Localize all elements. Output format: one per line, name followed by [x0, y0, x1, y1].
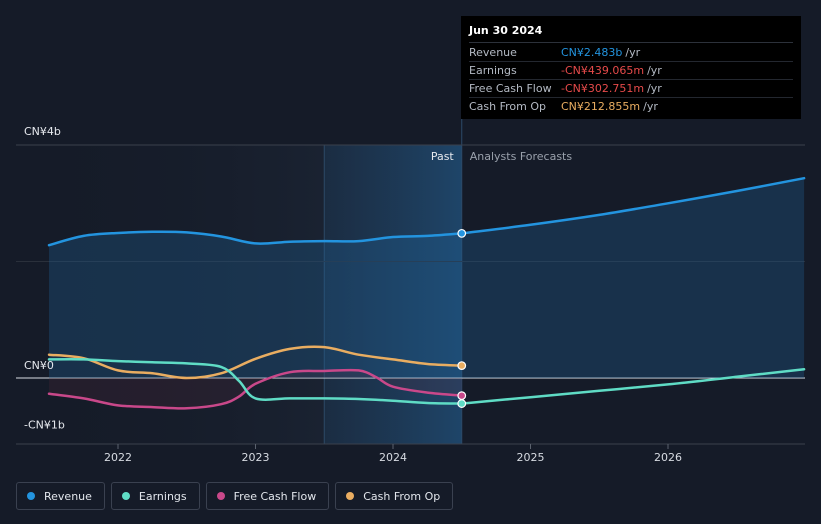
- tooltip-date: Jun 30 2024: [469, 24, 793, 43]
- past-label: Past: [431, 150, 455, 163]
- tooltip-row-free-cash-flow: Free Cash Flow -CN¥302.751m /yr: [469, 80, 793, 98]
- legend-label: Cash From Op: [363, 489, 441, 503]
- earnings-marker: [457, 399, 467, 408]
- free-cash-flow-line: [47, 368, 464, 410]
- y-axis-label: CN¥4b: [24, 125, 61, 138]
- tooltip-label: Revenue: [469, 46, 517, 59]
- tooltip-row-cash-from-op: Cash From Op CN¥212.855m /yr: [469, 98, 793, 115]
- y-axis-label: -CN¥1b: [24, 418, 65, 431]
- revenue-forecast-line: [460, 176, 806, 235]
- legend-dot-icon: [121, 492, 130, 500]
- legend-label: Revenue: [44, 489, 92, 503]
- tooltip-value: -CN¥439.065m: [561, 64, 645, 77]
- tooltip-row-revenue: Revenue CN¥2.483b /yr: [469, 44, 793, 62]
- legend-label: Earnings: [138, 489, 187, 503]
- legend-dot-icon: [216, 492, 225, 500]
- revenue-area: [49, 178, 805, 378]
- legend: Revenue Earnings Free Cash Flow Cash Fro…: [16, 482, 454, 510]
- tooltip-value: -CN¥302.751m: [561, 82, 645, 95]
- x-tick-label: 2026: [654, 451, 682, 464]
- tooltip-value: CN¥2.483b: [561, 46, 623, 59]
- legend-item-free-cash-flow[interactable]: Free Cash Flow: [205, 482, 330, 510]
- legend-dot-icon: [27, 492, 35, 500]
- x-tick-label: 2022: [104, 451, 132, 464]
- revenue-marker: [457, 228, 467, 238]
- tooltip-unit: /yr: [643, 100, 658, 113]
- legend-dot-icon: [346, 492, 355, 500]
- x-tick-label: 2023: [242, 451, 270, 464]
- tooltip-unit: /yr: [647, 82, 662, 95]
- tooltip-label: Cash From Op: [469, 100, 547, 113]
- legend-label: Free Cash Flow: [233, 489, 317, 503]
- legend-item-cash-from-op[interactable]: Cash From Op: [335, 482, 454, 510]
- y-axis-label: CN¥0: [24, 359, 54, 372]
- x-tick-label: 2025: [517, 451, 545, 464]
- tooltip: Jun 30 2024 Revenue CN¥2.483b /yr Earnin…: [461, 16, 801, 119]
- legend-item-earnings[interactable]: Earnings: [110, 482, 200, 510]
- earnings-line: [47, 358, 464, 405]
- revenue-line: [47, 230, 464, 247]
- tooltip-unit: /yr: [625, 46, 641, 59]
- tooltip-value: CN¥212.855m: [561, 100, 641, 113]
- forecast-label: Analysts Forecasts: [470, 150, 573, 163]
- free-cash-flow-marker: [457, 391, 467, 401]
- x-tick-label: 2024: [379, 451, 407, 464]
- legend-item-revenue[interactable]: Revenue: [16, 482, 105, 510]
- cash-from-op-marker: [457, 361, 467, 370]
- tooltip-label: Earnings: [469, 64, 517, 77]
- earnings-forecast-line: [460, 368, 806, 405]
- free-cash-flow-area: [49, 370, 462, 409]
- tooltip-row-earnings: Earnings -CN¥439.065m /yr: [469, 62, 793, 80]
- tooltip-unit: /yr: [647, 64, 662, 77]
- cash-from-op-line: [47, 345, 464, 380]
- tooltip-label: Free Cash Flow: [469, 82, 552, 95]
